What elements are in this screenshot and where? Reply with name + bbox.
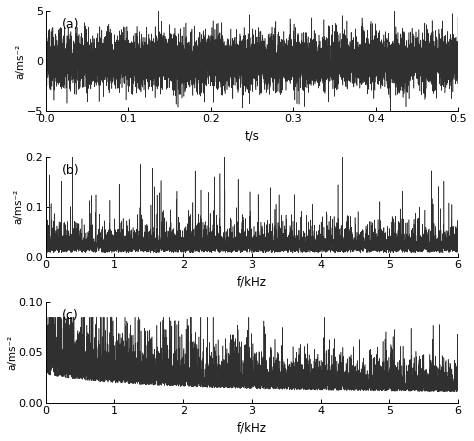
X-axis label: f/kHz: f/kHz: [237, 421, 267, 434]
Text: (b): (b): [62, 164, 80, 176]
X-axis label: f/kHz: f/kHz: [237, 276, 267, 288]
Y-axis label: a/ms⁻²: a/ms⁻²: [14, 189, 24, 224]
Y-axis label: a/ms⁻²: a/ms⁻²: [15, 44, 25, 79]
X-axis label: t/s: t/s: [245, 130, 259, 143]
Y-axis label: a/ms⁻²: a/ms⁻²: [7, 335, 17, 370]
Text: (c): (c): [62, 309, 79, 322]
Text: (a): (a): [62, 18, 80, 31]
